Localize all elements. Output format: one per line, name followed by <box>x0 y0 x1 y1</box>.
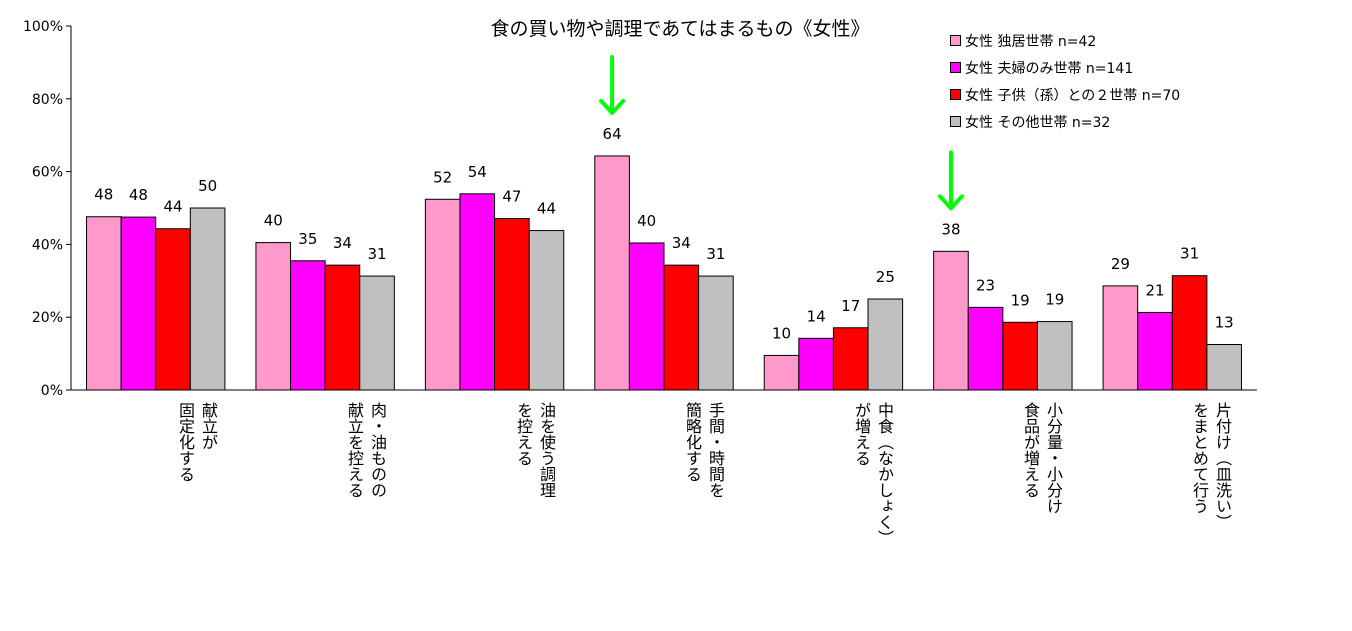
data-label: 54 <box>468 163 487 181</box>
bar <box>424 198 461 391</box>
bar <box>528 230 565 391</box>
category-label: 肉・油ものの 献立を控える <box>345 402 387 498</box>
data-label: 21 <box>1145 281 1164 299</box>
data-label: 52 <box>433 168 452 186</box>
data-label: 25 <box>876 268 895 286</box>
bar <box>967 306 1004 391</box>
bar <box>698 275 734 391</box>
category-label: 片付け（皿洗い） をまとめて行う <box>1190 402 1232 530</box>
bar <box>86 216 122 391</box>
bar <box>155 228 191 391</box>
bar <box>1206 344 1242 391</box>
legend-swatch <box>950 89 961 100</box>
bar <box>255 242 292 391</box>
category-label: 手間・時間を 簡略化する <box>683 402 725 498</box>
data-label: 34 <box>333 234 352 252</box>
bar <box>832 327 869 391</box>
legend-swatch <box>950 62 961 73</box>
chart-title: 食の買い物や調理であてはまるもの《女性》 <box>490 18 870 40</box>
data-label: 29 <box>1111 255 1130 273</box>
data-label: 19 <box>1045 291 1064 309</box>
data-label: 17 <box>841 297 860 315</box>
bar <box>494 218 530 391</box>
data-label: 40 <box>637 212 656 230</box>
bar <box>120 216 157 391</box>
bar <box>663 264 700 391</box>
category-label: 献立が 固定化する <box>176 402 218 482</box>
data-label: 48 <box>129 186 148 204</box>
data-label: 40 <box>264 212 283 230</box>
bar <box>459 193 496 391</box>
bar <box>1171 275 1208 391</box>
legend-item: 女性 その他世帯 n=32 <box>950 108 1180 135</box>
legend-label: 女性 子供（孫）との２世帯 n=70 <box>965 87 1181 104</box>
y-tick-label: 40% <box>32 237 63 253</box>
data-label: 35 <box>298 230 317 248</box>
bar <box>1036 321 1073 391</box>
data-label: 31 <box>1180 245 1199 263</box>
legend-item: 女性 夫婦のみ世帯 n=141 <box>950 54 1180 81</box>
data-label: 38 <box>941 220 960 238</box>
legend: 女性 独居世帯 n=42 女性 夫婦のみ世帯 n=141 女性 子供（孫）との２… <box>950 27 1180 135</box>
data-label: 64 <box>603 125 622 143</box>
data-label: 19 <box>1011 291 1030 309</box>
data-label: 34 <box>672 234 691 252</box>
data-label: 44 <box>537 200 556 218</box>
bar <box>867 298 904 391</box>
bar <box>189 207 226 391</box>
bar <box>628 242 665 391</box>
data-label: 44 <box>163 198 182 216</box>
highlight-arrow <box>937 150 964 211</box>
category-label: 油を使う調理 を控える <box>514 402 556 498</box>
bar <box>798 337 834 391</box>
data-label: 13 <box>1215 314 1234 332</box>
bar <box>1102 285 1139 391</box>
bar <box>324 264 361 391</box>
data-label: 10 <box>772 324 791 342</box>
data-label: 31 <box>706 245 725 263</box>
legend-label: 女性 夫婦のみ世帯 n=141 <box>965 60 1134 77</box>
data-label: 31 <box>367 245 386 263</box>
data-label: 48 <box>94 186 113 204</box>
y-tick-label: 80% <box>32 92 63 108</box>
bar <box>594 155 630 391</box>
bar <box>933 250 969 391</box>
legend-label: 女性 独居世帯 n=42 <box>965 33 1097 50</box>
data-label: 14 <box>807 307 826 325</box>
legend-swatch <box>950 116 961 127</box>
bar <box>1002 321 1038 391</box>
category-label: 小分量・小分け 食品が増える <box>1021 402 1063 514</box>
category-label: 中食（なかしょく） が増える <box>852 402 894 546</box>
legend-swatch <box>950 35 961 46</box>
y-tick-label: 100% <box>23 19 63 35</box>
bar <box>290 260 326 391</box>
y-tick-label: 60% <box>32 165 63 181</box>
legend-label: 女性 その他世帯 n=32 <box>965 114 1111 131</box>
y-tick-label: 0% <box>41 383 63 399</box>
data-label: 50 <box>198 177 217 195</box>
bar <box>1137 311 1173 391</box>
y-tick-label: 20% <box>32 310 63 326</box>
data-label: 23 <box>976 276 995 294</box>
data-label: 47 <box>502 188 521 206</box>
legend-item: 女性 子供（孫）との２世帯 n=70 <box>950 81 1180 108</box>
legend-item: 女性 独居世帯 n=42 <box>950 27 1180 54</box>
bar <box>763 354 800 391</box>
bar <box>359 275 395 391</box>
highlight-arrow <box>599 54 626 115</box>
